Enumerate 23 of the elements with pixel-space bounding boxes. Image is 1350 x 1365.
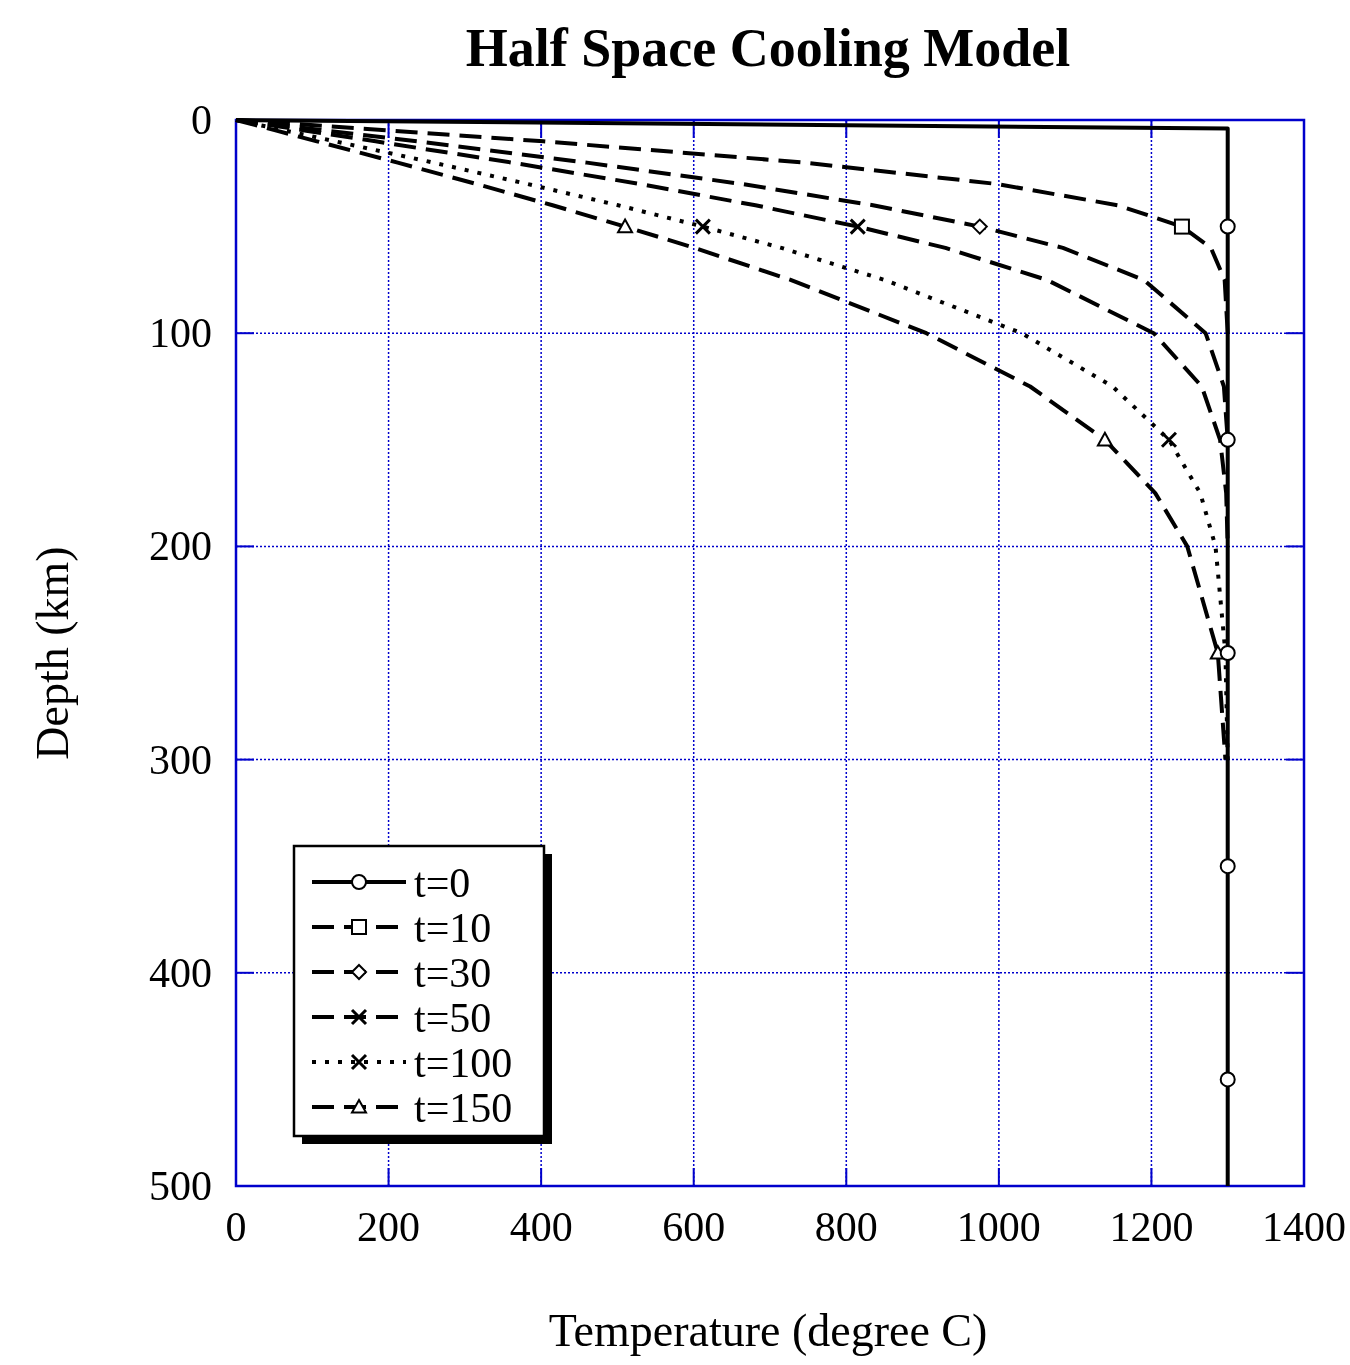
y-tick-label: 400	[149, 949, 212, 996]
x-tick-label: 600	[662, 1204, 726, 1250]
chart-title: Half Space Cooling Model	[465, 18, 1071, 78]
x-tick-label: 0	[225, 1204, 247, 1250]
legend-label: t=10	[414, 905, 492, 951]
y-tick-label: 300	[149, 736, 212, 783]
y-tick-label: 100	[149, 310, 212, 357]
x-tick-label: 800	[814, 1204, 878, 1250]
x-tick-label: 1000	[956, 1204, 1041, 1250]
legend-label: t=0	[414, 860, 471, 906]
y-tick-label: 500	[149, 1163, 212, 1209]
x-axis-title: Temperature (degree C)	[548, 1305, 988, 1356]
x-tick-label: 400	[509, 1204, 573, 1250]
y-axis-title: Depth (km)	[27, 546, 78, 760]
x-tick-label: 1200	[1109, 1204, 1194, 1250]
legend-label: t=50	[414, 995, 492, 1041]
y-tick-label: 200	[149, 523, 212, 570]
x-tick-label: 200	[357, 1204, 421, 1250]
y-tick-label: 0	[191, 97, 212, 143]
x-tick-label: 1400	[1262, 1204, 1346, 1250]
legend-label: t=150	[414, 1085, 513, 1131]
legend-label: t=30	[414, 950, 492, 996]
legend-label: t=100	[414, 1040, 513, 1086]
